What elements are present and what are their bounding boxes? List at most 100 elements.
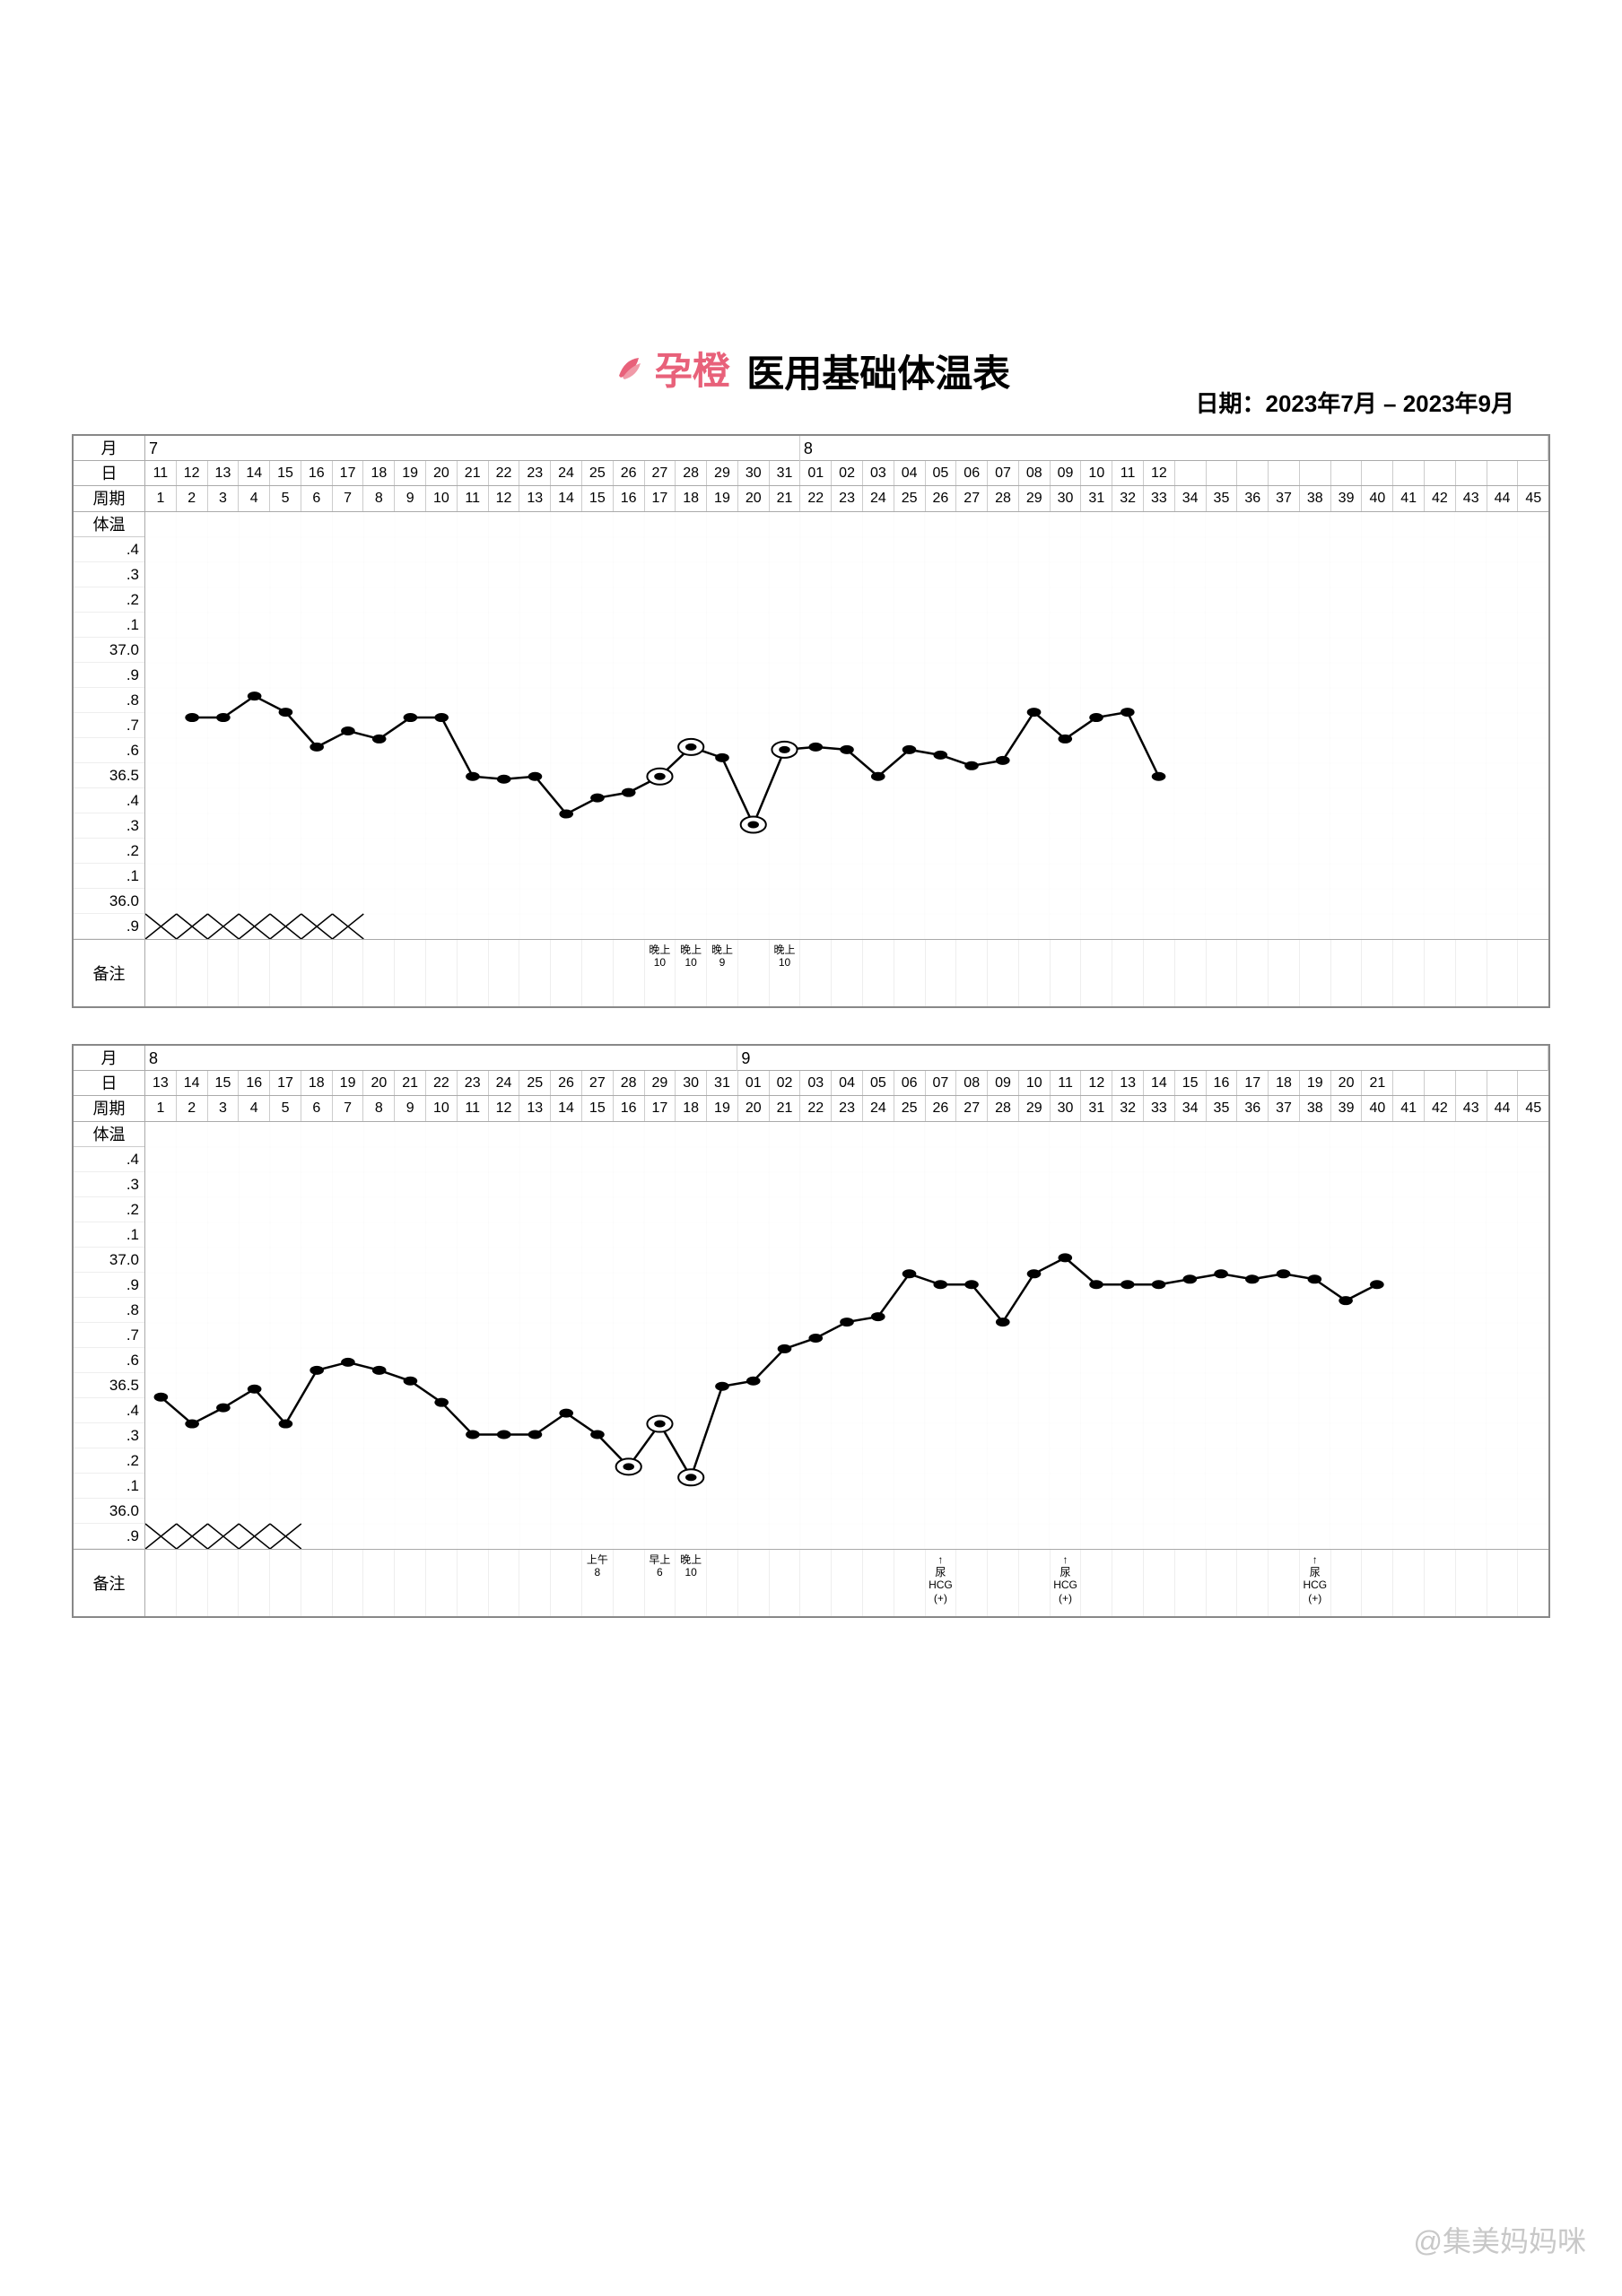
cycle-cell: 41	[1393, 486, 1425, 511]
cycle-cell: 3	[208, 1096, 240, 1121]
date-cell: 08	[1019, 461, 1051, 485]
note-cell: 早上6	[645, 1550, 676, 1616]
note-cell	[177, 940, 208, 1006]
date-cell	[1487, 1071, 1519, 1095]
note-cell	[363, 940, 395, 1006]
note-cell	[1487, 1550, 1519, 1616]
y-tick: .1	[74, 864, 144, 889]
note-cell	[1237, 1550, 1269, 1616]
cycle-cell: 14	[551, 1096, 582, 1121]
date-cell: 06	[894, 1071, 926, 1095]
date-cell	[1456, 1071, 1487, 1095]
note-cell	[1331, 940, 1363, 1006]
date-cell: 29	[645, 1071, 676, 1095]
cycle-cell: 9	[395, 1096, 426, 1121]
note-cell	[1175, 940, 1207, 1006]
date-cell: 13	[145, 1071, 177, 1095]
date-cell: 17	[1237, 1071, 1269, 1095]
date-cell: 10	[1081, 461, 1112, 485]
plot-area	[145, 1122, 1548, 1549]
date-cell: 26	[551, 1071, 582, 1095]
note-cell	[1081, 1550, 1112, 1616]
y-tick: .1	[74, 1222, 144, 1248]
cycle-cell: 43	[1456, 1096, 1487, 1121]
date-cell	[1207, 461, 1238, 485]
y-tick: .4	[74, 1147, 144, 1172]
date-cell: 15	[1175, 1071, 1207, 1095]
cycle-cell: 18	[676, 486, 707, 511]
y-tick: .9	[74, 1273, 144, 1298]
date-cell: 27	[645, 461, 676, 485]
cycle-label: 周期	[74, 486, 145, 511]
cycle-cell: 11	[458, 1096, 489, 1121]
note-cell	[1269, 1550, 1300, 1616]
cycle-cell: 35	[1207, 486, 1238, 511]
cycle-cell: 7	[333, 1096, 364, 1121]
note-cell	[1175, 1550, 1207, 1616]
date-cell	[1362, 461, 1393, 485]
date-cell: 19	[333, 1071, 364, 1095]
date-cell: 17	[270, 1071, 301, 1095]
month-value: 8	[145, 1046, 737, 1071]
cycle-cell: 34	[1175, 1096, 1207, 1121]
note-cell: 晚上10	[770, 940, 801, 1006]
note-cell	[489, 1550, 520, 1616]
date-cell	[1425, 1071, 1456, 1095]
date-cell: 23	[458, 1071, 489, 1095]
note-cell	[1081, 940, 1112, 1006]
date-cell: 15	[208, 1071, 240, 1095]
y-tick: .1	[74, 1474, 144, 1499]
cycle-cell: 12	[489, 1096, 520, 1121]
cycle-cell: 39	[1331, 1096, 1363, 1121]
note-cell	[1362, 1550, 1393, 1616]
cycle-cell: 21	[770, 1096, 801, 1121]
cycle-cell: 25	[894, 1096, 926, 1121]
date-cell: 04	[832, 1071, 863, 1095]
note-cell	[1300, 940, 1331, 1006]
cycle-cell: 2	[177, 486, 208, 511]
note-cell	[770, 1550, 801, 1616]
date-cell: 07	[926, 1071, 957, 1095]
cycle-cell: 37	[1269, 1096, 1300, 1121]
cycle-cell: 39	[1331, 486, 1363, 511]
date-cell	[1393, 1071, 1425, 1095]
cycle-cell: 8	[363, 1096, 395, 1121]
date-cell	[1393, 461, 1425, 485]
y-tick: .3	[74, 1423, 144, 1448]
note-cell	[519, 940, 551, 1006]
date-cell: 18	[363, 461, 395, 485]
note-cell	[956, 1550, 988, 1616]
cycle-cell: 7	[333, 486, 364, 511]
note-cell	[1019, 940, 1051, 1006]
date-cell: 16	[1207, 1071, 1238, 1095]
date-label: 日	[74, 461, 145, 485]
date-cell: 30	[676, 1071, 707, 1095]
date-cell: 31	[707, 1071, 738, 1095]
note-cell	[1331, 1550, 1363, 1616]
note-cell	[1518, 1550, 1548, 1616]
title-row: 孕橙 医用基础体温表 日期：2023年7月 – 2023年9月	[72, 341, 1550, 398]
date-cell: 13	[1112, 1071, 1144, 1095]
note-cell	[1425, 940, 1456, 1006]
note-cell	[863, 1550, 894, 1616]
date-cell: 21	[395, 1071, 426, 1095]
note-cell	[800, 940, 832, 1006]
y-tick: .2	[74, 587, 144, 613]
logo-text: 孕橙	[655, 341, 730, 396]
y-tick: 36.5	[74, 1373, 144, 1398]
note-cell	[239, 1550, 270, 1616]
cycle-cell: 38	[1300, 486, 1331, 511]
cycle-cell: 42	[1425, 1096, 1456, 1121]
note-cell	[1425, 1550, 1456, 1616]
cycle-cell: 27	[956, 486, 988, 511]
note-cell	[1051, 940, 1082, 1006]
bbt-chart: 月89日131415161718192021222324252627282930…	[72, 1044, 1550, 1618]
date-cell: 14	[239, 461, 270, 485]
date-cell: 14	[177, 1071, 208, 1095]
date-cell: 13	[208, 461, 240, 485]
note-cell	[800, 1550, 832, 1616]
cycle-cell: 11	[458, 486, 489, 511]
y-tick: .3	[74, 813, 144, 839]
y-tick: .1	[74, 613, 144, 638]
date-cell: 22	[426, 1071, 458, 1095]
